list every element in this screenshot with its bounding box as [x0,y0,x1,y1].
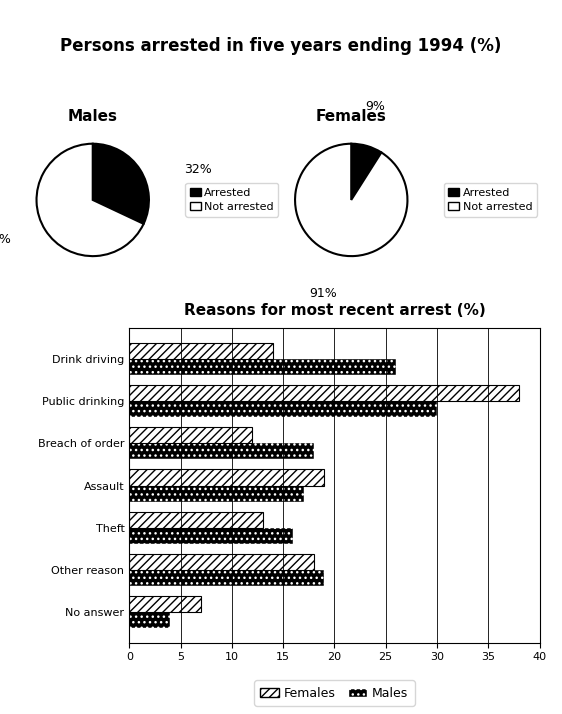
Bar [129,613,170,628]
Text: 32%: 32% [184,163,212,176]
Text: 9%: 9% [365,100,385,113]
Title: Females: Females [316,109,387,124]
Legend: Arrested, Not arrested: Arrested, Not arrested [444,183,537,216]
Bar [129,570,324,586]
Title: Males: Males [68,109,117,124]
Text: 68%: 68% [0,233,11,246]
Wedge shape [93,144,149,224]
Bar [129,470,324,486]
Text: 91%: 91% [309,287,337,300]
Bar [129,512,262,528]
Title: Reasons for most recent arrest (%): Reasons for most recent arrest (%) [184,303,485,318]
Wedge shape [37,144,143,256]
Wedge shape [295,144,407,256]
Legend: Females, Males: Females, Males [254,680,415,705]
Bar [129,401,437,417]
Bar [129,343,273,358]
Bar [129,554,314,570]
Bar [129,358,396,375]
Bar [129,385,519,401]
Bar [129,596,201,613]
Bar [129,443,314,459]
Legend: Arrested, Not arrested: Arrested, Not arrested [185,183,278,216]
Bar [129,427,252,443]
Bar [129,528,293,544]
Text: Persons arrested in five years ending 1994 (%): Persons arrested in five years ending 19… [60,37,502,55]
Wedge shape [351,144,382,200]
Bar [129,486,303,501]
